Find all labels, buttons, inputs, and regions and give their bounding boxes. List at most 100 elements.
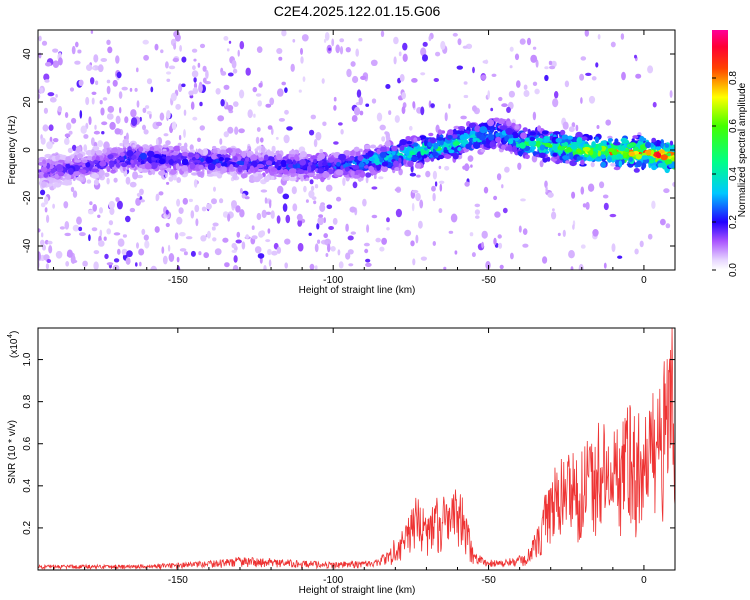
spectrogram-ridge-cell [294,154,299,161]
spectrogram-noise-cell [64,112,69,118]
spectrogram-ridge-cell [91,168,99,173]
spectrogram-ridge-cell [350,170,355,177]
spectrogram-noise-cell [106,113,114,120]
spectrogram-noise-cell [44,196,49,205]
spectrogram-noise-cell [256,46,263,53]
spectrogram-ridge-cell [414,150,418,154]
spectrogram-noise-cell [331,38,335,47]
spectrogram-noise-cell [139,199,145,203]
spectrogram-ridge-cell [436,137,445,141]
spectrogram-ridge-cell [402,154,406,160]
spectrogram-ridge-cell [398,162,402,168]
spectrogram-noise-cell [87,209,94,215]
spectrogram-noise-cell [347,235,354,241]
spectrogram-ridge-cell [457,146,462,152]
spectrogram-noise-cell [444,166,450,171]
snr-ytick-label: 0.4 [22,478,33,492]
spectrogram-ridge-cell [245,157,250,162]
spectrogram-noise-cell [281,30,287,37]
spectrogram-noise-cell [93,179,99,186]
spectrogram-ridge-cell [651,137,657,143]
spectrogram-noise-cell [523,84,528,90]
spectrogram-noise-cell [298,89,302,93]
spectrogram-noise-cell [163,133,169,137]
spectrogram-ridge-cell [644,149,653,156]
spectrogram-ridge-cell [349,150,355,157]
spectrogram-noise-cell [121,248,128,256]
spectrogram-noise-cell [200,235,207,242]
spectrogram-noise-cell [136,242,139,249]
spectrogram-ridge-cell [529,136,535,142]
spectrogram-noise-cell [672,181,675,188]
spectrogram-noise-cell [384,131,389,135]
spectrogram-noise-cell [418,220,423,229]
spectrogram-noise-cell [457,38,462,46]
spectrogram-noise-cell [258,82,263,88]
spectrogram-xtick-label: -50 [481,275,496,286]
spectrogram-noise-cell [438,180,445,184]
spectrogram-noise-cell [514,53,520,61]
spectrogram-noise-cell [420,72,426,76]
spectrogram-ridge-cell [393,160,399,168]
spectrogram-noise-cell [587,183,595,192]
spectrogram-noise-cell [323,38,327,43]
spectrogram-ridge-cell [559,129,566,136]
spectrogram-noise-cell [579,73,585,81]
spectrogram-ridge-cell [221,162,228,168]
spectrogram-noise-cell [365,176,369,184]
spectrogram-noise-cell [474,203,481,208]
spectrogram-noise-cell [588,95,596,104]
spectrogram-noise-cell [179,45,183,52]
spectrogram-noise-cell [402,53,408,62]
spectrogram-noise-cell [198,251,202,256]
spectrogram-noise-cell [194,204,200,213]
spectrogram-noise-cell [350,231,356,235]
spectrogram-noise-cell [339,38,345,43]
spectrogram-noise-cell [335,44,341,54]
spectrogram-noise-cell [195,218,199,227]
spectrogram-noise-cell [300,47,303,55]
spectrogram-ridge-cell [567,135,574,140]
spectrogram-noise-cell [647,233,653,240]
spectrogram-ridge-cell [582,146,591,152]
spectrogram-noise-cell [544,66,549,70]
spectrogram-ridge-cell [459,127,464,132]
spectrogram-noise-cell [460,115,467,120]
spectrogram-noise-cell [506,106,511,113]
spectrogram-noise-cell [617,255,623,259]
spectrogram-noise-cell [150,86,154,93]
snr-series-line [38,328,675,570]
spectrogram-noise-cell [217,115,225,122]
spectrogram-noise-cell [412,101,416,109]
spectrogram-noise-cell [40,202,46,208]
spectrogram-noise-cell [330,246,336,252]
colorbar-label: Normalized spectral amplitude [737,82,748,217]
spectrogram-ridge-cell [357,155,365,162]
spectrogram-ridge-cell [557,149,563,155]
snr-ylabel: SNR (10 * v/v) [7,420,18,484]
spectrogram-noise-cell [132,171,139,180]
spectrogram-ridge-cell [256,146,262,150]
spectrogram-ridge-cell [131,154,137,160]
spectrogram-noise-cell [291,186,297,195]
spectrogram-ridge-cell [575,131,583,139]
spectrogram-noise-cell [267,248,272,256]
spectrogram-noise-cell [333,96,337,102]
spectrogram-noise-cell [97,214,101,218]
spectrogram-ridge-cell [219,149,227,156]
spectrogram-ridge-cell [344,166,350,172]
spectrogram-noise-cell [77,49,82,54]
spectrogram-noise-cell [379,246,385,252]
spectrogram-noise-cell [108,200,116,209]
spectrogram-ridge-cell [220,145,227,150]
spectrogram-noise-cell [336,196,342,202]
spectrogram-noise-cell [502,207,508,214]
spectrogram-ridge-cell [514,125,520,130]
spectrogram-noise-cell [467,155,474,162]
spectrogram-ridge-cell [391,150,396,156]
spectrogram-ridge-cell [230,151,236,157]
spectrogram-ridge-cell [202,148,209,156]
spectrogram-ridge-cell [381,165,389,173]
spectrogram-ridge-cell [105,147,111,154]
spectrogram-ridge-cell [105,165,110,169]
